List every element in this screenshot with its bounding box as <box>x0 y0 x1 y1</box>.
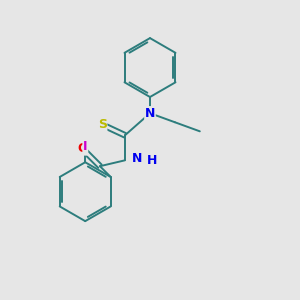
Text: S: S <box>98 118 107 131</box>
Text: N: N <box>145 107 155 120</box>
Text: N: N <box>132 152 142 165</box>
Text: I: I <box>83 140 88 153</box>
Text: H: H <box>147 154 158 167</box>
Text: O: O <box>77 142 88 155</box>
